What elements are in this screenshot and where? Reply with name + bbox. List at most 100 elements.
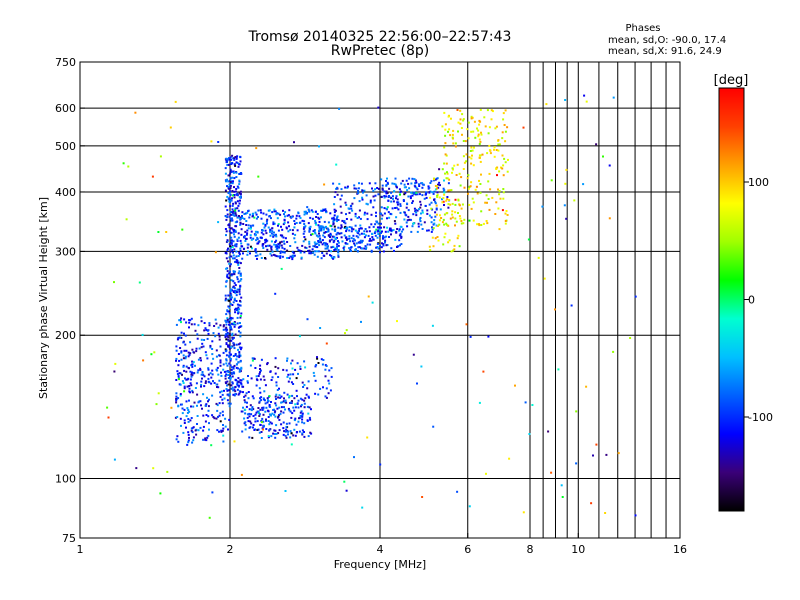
data-point (225, 358, 228, 361)
data-point (457, 121, 460, 124)
data-point (421, 228, 424, 230)
data-point (185, 365, 188, 368)
data-point (271, 211, 274, 214)
data-point (240, 312, 243, 315)
data-point (464, 140, 467, 143)
data-point (257, 407, 260, 409)
data-point (227, 428, 229, 431)
data-point (235, 188, 238, 190)
data-point (482, 222, 485, 225)
data-point (191, 348, 194, 351)
data-point (441, 221, 444, 224)
data-point (271, 227, 274, 230)
data-point (197, 358, 200, 361)
data-point (463, 186, 466, 189)
data-point (299, 365, 302, 368)
data-point (459, 118, 462, 121)
data-point (272, 223, 275, 226)
data-point (479, 140, 482, 143)
data-point (325, 252, 328, 255)
data-point (218, 402, 221, 405)
data-point (290, 416, 293, 419)
data-point (210, 382, 213, 385)
data-point (443, 111, 446, 114)
data-point (200, 320, 203, 323)
data-point (278, 414, 281, 416)
data-point (215, 383, 218, 386)
data-point (185, 400, 188, 403)
x-tick-label: 4 (377, 543, 384, 556)
data-point (309, 418, 312, 421)
data-point (205, 414, 208, 416)
data-point (421, 186, 424, 189)
data-point (435, 204, 438, 207)
data-point (470, 207, 473, 210)
data-point (244, 394, 247, 397)
data-point (225, 257, 228, 260)
data-point (419, 206, 422, 209)
data-point (180, 424, 182, 427)
data-point (383, 195, 386, 197)
data-point (206, 396, 208, 399)
data-point (452, 249, 454, 252)
data-point (239, 299, 241, 302)
data-point (366, 436, 369, 439)
data-point (229, 177, 232, 180)
data-point (200, 380, 203, 383)
data-point (420, 212, 422, 215)
data-point (230, 371, 233, 374)
data-point (230, 368, 233, 371)
data-point (225, 234, 227, 237)
data-point (256, 238, 259, 241)
data-point (220, 374, 223, 377)
data-point (255, 213, 258, 216)
data-point (400, 235, 403, 238)
data-point (353, 197, 356, 200)
data-point (259, 408, 262, 411)
data-point (376, 242, 379, 245)
data-point (308, 230, 311, 233)
data-point (289, 410, 292, 413)
data-point (288, 395, 291, 398)
data-point (240, 296, 243, 299)
data-point (265, 213, 268, 216)
data-point (152, 467, 155, 470)
data-point (232, 366, 235, 369)
data-point (226, 158, 229, 161)
data-point (550, 471, 553, 474)
data-point (227, 339, 230, 342)
data-point (291, 232, 294, 235)
data-point (288, 409, 291, 412)
data-point (228, 345, 231, 348)
data-point (471, 116, 474, 119)
data-point (275, 384, 278, 387)
data-point (436, 196, 439, 198)
data-point (227, 336, 230, 339)
data-point (233, 257, 236, 260)
data-point (468, 219, 471, 222)
data-point (194, 387, 197, 389)
data-point (434, 200, 437, 203)
data-point (447, 199, 450, 201)
data-point (493, 155, 496, 158)
data-point (480, 131, 482, 134)
data-point (231, 211, 234, 214)
data-point (461, 113, 464, 116)
data-point (224, 299, 227, 302)
data-point (227, 298, 230, 301)
data-point (239, 304, 242, 307)
data-point (585, 100, 588, 103)
data-point (391, 195, 394, 198)
data-point (502, 164, 505, 167)
data-point (443, 191, 446, 194)
data-point (357, 236, 360, 239)
data-point (452, 142, 455, 145)
data-point (250, 226, 252, 229)
data-point (234, 291, 237, 294)
data-point (361, 189, 364, 192)
data-point (274, 436, 277, 439)
data-point (331, 235, 334, 238)
data-point (458, 215, 461, 218)
data-point (204, 438, 207, 441)
data-point (234, 333, 237, 336)
